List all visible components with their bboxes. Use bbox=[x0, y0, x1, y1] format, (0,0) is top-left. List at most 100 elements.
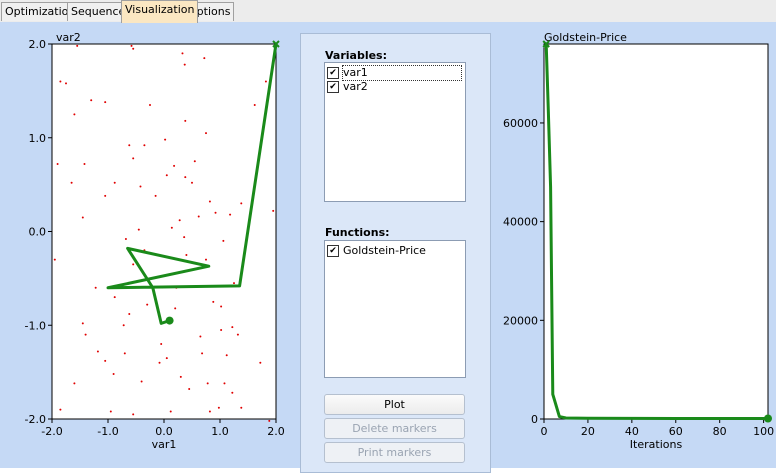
sample-point bbox=[212, 300, 215, 303]
sample-point bbox=[229, 213, 232, 216]
sample-point bbox=[109, 410, 112, 413]
variables-list[interactable]: ✔ var1 ✔ var2 bbox=[324, 62, 466, 202]
tab-visualization[interactable]: Visualization bbox=[121, 0, 199, 23]
sample-point bbox=[240, 406, 243, 409]
sample-point bbox=[231, 326, 234, 329]
x-tick-label: 60 bbox=[669, 425, 683, 438]
function-item-goldstein-price[interactable]: ✔ Goldstein-Price bbox=[325, 244, 465, 258]
sample-point bbox=[169, 410, 172, 413]
scatter-plot-area bbox=[51, 43, 277, 420]
sample-point bbox=[184, 176, 187, 179]
variable-item-var1[interactable]: ✔ var1 bbox=[325, 65, 465, 81]
variable-item-var2[interactable]: ✔ var2 bbox=[325, 80, 465, 94]
sample-point bbox=[178, 219, 181, 222]
sample-point bbox=[184, 119, 187, 122]
variables-label: Variables: bbox=[325, 49, 388, 62]
sample-point bbox=[158, 361, 161, 364]
x-axis-label: Iterations bbox=[630, 438, 683, 451]
sample-point bbox=[191, 181, 193, 184]
sample-point bbox=[59, 408, 62, 411]
check-icon[interactable]: ✔ bbox=[327, 67, 339, 79]
tab-optimization[interactable]: Optimization bbox=[1, 2, 80, 21]
sample-point bbox=[268, 419, 271, 422]
delete-markers-button[interactable]: Delete markers bbox=[324, 418, 465, 439]
sample-point bbox=[128, 144, 131, 147]
scatter-ylabel: var2 bbox=[56, 31, 81, 44]
sample-point bbox=[231, 391, 234, 394]
sample-point bbox=[220, 328, 223, 331]
series-line bbox=[544, 43, 768, 421]
sample-point bbox=[113, 296, 116, 299]
line-chart-title: Goldstein-Price bbox=[544, 31, 627, 44]
sample-point bbox=[206, 382, 209, 385]
check-icon[interactable]: ✔ bbox=[327, 81, 339, 93]
print-markers-button[interactable]: Print markers bbox=[324, 442, 465, 463]
x-tick-label: 40 bbox=[625, 425, 639, 438]
y-tick-label: 0.0 bbox=[29, 226, 47, 239]
sample-point bbox=[183, 236, 186, 239]
y-tick-label: 2.0 bbox=[29, 38, 47, 51]
sample-point bbox=[76, 44, 79, 47]
x-tick-label: 0 bbox=[541, 425, 548, 438]
y-tick-label: -2.0 bbox=[25, 413, 46, 426]
functions-list[interactable]: ✔ Goldstein-Price bbox=[324, 240, 466, 378]
y-tick-label: 1.0 bbox=[29, 132, 47, 145]
function-label: Goldstein-Price bbox=[343, 244, 426, 257]
sample-point bbox=[181, 52, 184, 55]
sample-point bbox=[225, 354, 228, 357]
sample-point bbox=[122, 324, 125, 327]
sample-point bbox=[208, 410, 211, 413]
optimization-path bbox=[106, 43, 278, 325]
sample-point bbox=[83, 163, 86, 165]
x-tick-label: -2.0 bbox=[41, 425, 62, 438]
y-tick-label: -1.0 bbox=[25, 319, 46, 332]
sample-point bbox=[188, 388, 191, 390]
sample-point bbox=[123, 352, 126, 355]
sample-point bbox=[56, 163, 59, 165]
tab-sequence[interactable]: Sequence bbox=[67, 2, 130, 21]
sample-point bbox=[73, 382, 76, 385]
y-tick-label: 40000 bbox=[503, 216, 538, 229]
sample-point bbox=[222, 239, 225, 242]
y-tick-label: 0 bbox=[531, 413, 538, 426]
scatter-plot[interactable]: -2.0 -1.0 0.0 1.0 2.0 2.0 1.0 0.0 -1.0 -2.0 var1 bbox=[0, 0, 300, 468]
sample-point bbox=[201, 352, 204, 355]
tab-bar: Optimization Sequence Visualization Opti… bbox=[0, 0, 776, 23]
x-tick-label: 100 bbox=[753, 425, 774, 438]
sample-point bbox=[137, 228, 140, 231]
plot-button[interactable]: Plot bbox=[324, 394, 465, 415]
sample-point bbox=[272, 209, 275, 212]
sample-point bbox=[143, 144, 146, 147]
sample-point bbox=[96, 350, 99, 353]
x-axis-label: var1 bbox=[152, 438, 177, 451]
sample-point bbox=[208, 200, 211, 203]
sample-point bbox=[170, 226, 173, 229]
x-tick-label: 2.0 bbox=[267, 425, 285, 438]
x-tick-label: 1.0 bbox=[211, 425, 229, 438]
sample-point bbox=[73, 113, 76, 116]
sample-point bbox=[132, 157, 135, 160]
sample-point bbox=[214, 211, 217, 214]
check-icon[interactable]: ✔ bbox=[327, 245, 339, 257]
sample-point bbox=[199, 335, 202, 338]
sample-point bbox=[70, 181, 73, 184]
sample-point bbox=[53, 258, 56, 261]
sample-point bbox=[217, 406, 220, 409]
sample-point bbox=[179, 375, 182, 378]
series-start-marker bbox=[542, 40, 550, 48]
sample-point bbox=[205, 132, 207, 135]
sample-point bbox=[205, 258, 207, 261]
sample-point bbox=[94, 286, 97, 289]
sample-point bbox=[183, 63, 186, 66]
line-chart[interactable]: 0 20 40 60 80 100 60000 40000 20000 0 Iterations bbox=[490, 0, 776, 468]
sample-point bbox=[253, 103, 256, 106]
y-tick-label: 20000 bbox=[503, 314, 538, 327]
variable-label: var2 bbox=[343, 80, 368, 93]
x-tick-label: 80 bbox=[713, 425, 727, 438]
sample-point bbox=[185, 253, 188, 256]
sample-point bbox=[90, 99, 93, 102]
sample-point bbox=[104, 101, 107, 104]
sample-point bbox=[81, 322, 84, 325]
sample-point bbox=[130, 44, 133, 47]
x-tick-label: -1.0 bbox=[97, 425, 118, 438]
